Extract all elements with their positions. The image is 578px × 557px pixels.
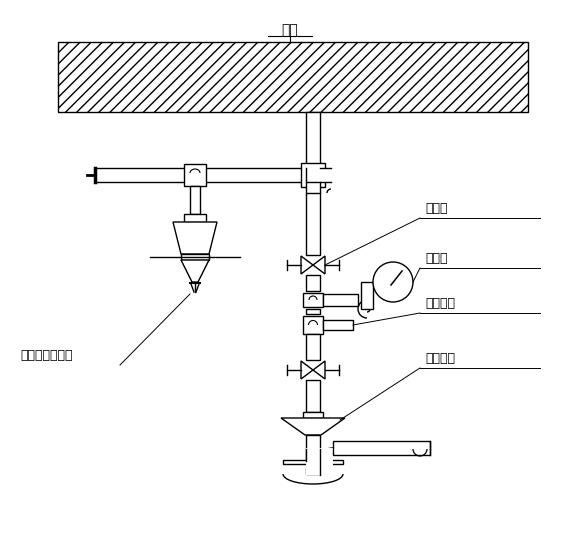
Polygon shape <box>301 163 325 187</box>
Polygon shape <box>181 260 209 282</box>
Polygon shape <box>306 193 320 255</box>
Polygon shape <box>306 468 320 474</box>
Text: 试水接头: 试水接头 <box>425 297 455 310</box>
Polygon shape <box>306 275 320 291</box>
Polygon shape <box>181 254 209 260</box>
Text: 压力表: 压力表 <box>425 252 447 265</box>
Polygon shape <box>190 186 200 214</box>
Polygon shape <box>303 293 323 307</box>
Polygon shape <box>95 168 320 182</box>
Text: 排水漏斗: 排水漏斗 <box>425 352 455 365</box>
Polygon shape <box>306 435 320 460</box>
Polygon shape <box>306 380 320 412</box>
Polygon shape <box>306 448 333 475</box>
Polygon shape <box>281 418 345 435</box>
Polygon shape <box>306 334 320 360</box>
Polygon shape <box>306 112 320 175</box>
Polygon shape <box>303 412 323 418</box>
Polygon shape <box>173 222 217 254</box>
Polygon shape <box>323 294 358 306</box>
Polygon shape <box>184 214 206 222</box>
Polygon shape <box>306 168 331 193</box>
Polygon shape <box>333 441 430 455</box>
Polygon shape <box>283 460 343 464</box>
Text: 最不利点处喷头: 最不利点处喷头 <box>20 349 72 362</box>
Polygon shape <box>301 361 325 379</box>
Polygon shape <box>301 256 325 274</box>
Polygon shape <box>303 316 323 334</box>
Polygon shape <box>58 42 528 112</box>
Polygon shape <box>306 309 320 314</box>
Circle shape <box>373 262 413 302</box>
Polygon shape <box>184 164 206 186</box>
Text: 楼板: 楼板 <box>281 23 298 37</box>
Polygon shape <box>361 282 373 309</box>
Polygon shape <box>323 320 353 330</box>
Text: 截止阀: 截止阀 <box>425 202 447 215</box>
